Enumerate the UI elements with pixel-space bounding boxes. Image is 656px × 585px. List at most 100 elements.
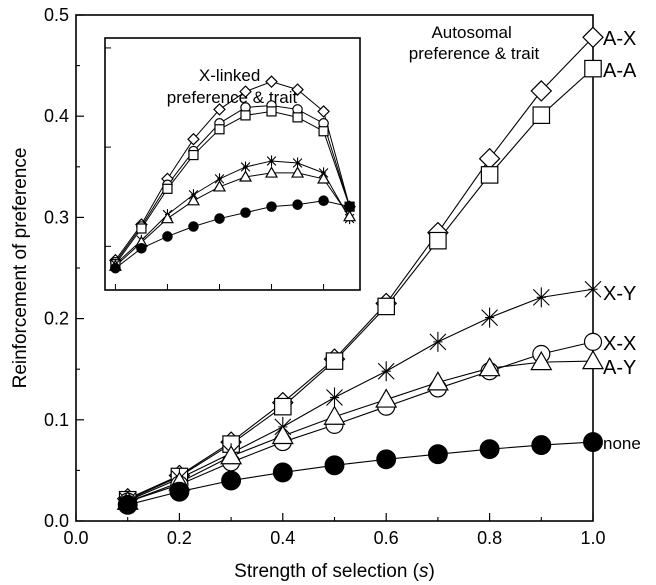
y-tick-label: 0.3	[44, 207, 69, 227]
data-point-a-y	[375, 388, 398, 408]
inset-data-point-triangle	[212, 180, 227, 192]
inset-data-point-star	[240, 161, 251, 173]
data-point-none	[169, 481, 190, 502]
data-point-none	[531, 435, 552, 456]
inset-data-point-diamond	[187, 132, 200, 146]
inset-data-point-square	[136, 223, 147, 234]
inset-data-point-diamond	[291, 83, 304, 96]
inset-series-line-circle-filled	[115, 200, 350, 269]
inset-data-point-circle-filled	[292, 199, 303, 210]
x-tick-label: 1.0	[580, 528, 605, 548]
data-point-x-y	[377, 361, 395, 382]
inset-data-point-triangle	[264, 166, 279, 178]
inset-data-point-triangle	[291, 166, 305, 178]
series-label-a-x: A-X	[603, 28, 636, 50]
inset-data-point-circle-filled	[188, 221, 199, 232]
x-tick-label: 0.2	[167, 528, 192, 548]
inset-data-point-circle-filled	[214, 213, 225, 224]
data-point-a-y	[478, 356, 501, 377]
series-line-a-y	[127, 360, 594, 503]
main-axis-ticks: 0.0 0.2 0.4 0.6 0.8 1.0 0.0 0.1 0.2 0.3 0.4 0.5	[44, 5, 606, 548]
inset-title-line-1: X-linked	[199, 66, 260, 85]
data-point-a-y	[220, 445, 243, 465]
data-point-none	[479, 439, 500, 460]
y-tick-label: 0.4	[44, 106, 69, 126]
data-point-x-x	[583, 332, 603, 351]
inset-data-point-triangle	[186, 193, 201, 206]
inset-title: X-linked preference & trait	[167, 66, 298, 107]
y-tick-label: 0.2	[44, 309, 69, 329]
series-label-x-x: X-X	[603, 333, 636, 355]
x-axis-title: Strength of selection (s)	[234, 561, 435, 582]
inset-data-point-triangle	[343, 209, 357, 222]
data-point-x-y	[429, 331, 447, 352]
inset-data-point-triangle	[160, 211, 174, 224]
data-point-a-y	[581, 349, 605, 370]
series-line-x-x	[127, 341, 594, 503]
x-tick-label: 0.0	[63, 528, 88, 548]
inset-title-line-2: preference & trait	[167, 88, 298, 107]
inset-data-point-circle-filled	[318, 195, 329, 206]
inset-data-point-triangle	[238, 170, 253, 182]
inset-data-point-diamond	[265, 75, 278, 89]
data-point-none	[324, 455, 345, 476]
inset-data-point-diamond	[239, 85, 252, 98]
inset-data-point-circle-filled	[110, 262, 121, 274]
inset-data-point-square	[266, 106, 277, 117]
series-label-none: none	[603, 434, 641, 453]
inset-data-point-circle-filled	[162, 231, 173, 242]
inset-data-point-square	[240, 110, 251, 121]
inset-data-point-circle-filled	[136, 243, 147, 254]
inset-data-point-diamond	[213, 103, 226, 116]
inset-data-point-square	[292, 112, 303, 123]
data-point-a-y	[271, 424, 294, 445]
y-axis-title: Reinforcement of preference	[10, 148, 31, 389]
inset-plot-area	[104, 37, 361, 291]
data-point-x-y	[481, 307, 498, 328]
data-point-none	[427, 444, 448, 465]
data-point-a-a	[532, 106, 551, 124]
data-point-a-a	[480, 166, 499, 184]
inset-data-point-square	[214, 124, 225, 135]
inset-series-line-star	[115, 160, 351, 265]
inset-data-point-square	[162, 183, 173, 194]
main-annotation-line-2: preference & trait	[409, 44, 540, 63]
inset-data-point-circle-filled	[344, 201, 355, 212]
series-line-a-x	[127, 36, 594, 500]
inset-data-point-circle-filled	[240, 207, 251, 218]
inset-series-line-square	[115, 110, 351, 265]
data-point-a-y	[426, 371, 449, 391]
data-point-x-y	[532, 287, 550, 308]
x-tick-label: 0.8	[477, 528, 502, 548]
inset-series-line-circle-open	[115, 104, 351, 263]
main-annotation: Autosomal preference & trait	[409, 23, 540, 63]
data-point-a-a	[377, 297, 395, 316]
data-point-a-x	[582, 26, 604, 49]
data-point-a-y	[323, 405, 346, 425]
data-point-none	[376, 449, 397, 470]
inset-data-point-circle-filled	[266, 201, 277, 212]
data-point-a-a	[429, 231, 447, 250]
inset-data-point-square	[188, 149, 199, 161]
y-tick-label: 0.5	[44, 5, 69, 25]
y-tick-label: 0.0	[44, 511, 69, 531]
inset-data-point-star	[266, 155, 277, 167]
series-line-a-a	[127, 68, 594, 501]
series-labels: A-X A-A X-Y X-XA-Y none	[603, 28, 641, 453]
inset-data-point-diamond	[317, 105, 330, 118]
series-label-a-a: A-A	[603, 60, 637, 82]
x-tick-label: 0.6	[374, 528, 399, 548]
data-point-none	[272, 462, 293, 483]
x-tick-label: 0.4	[270, 528, 295, 548]
data-point-none	[117, 494, 138, 515]
data-point-none	[583, 432, 603, 453]
inset-data-point-star	[292, 157, 303, 169]
data-point-none	[221, 470, 242, 491]
data-point-a-x	[530, 80, 553, 102]
main-plot-marks	[116, 26, 605, 515]
inset-data-point-star	[214, 173, 225, 185]
series-label-x-y: X-Y	[603, 283, 636, 305]
inset-data-point-triangle	[317, 172, 331, 184]
data-point-a-y	[530, 350, 553, 371]
